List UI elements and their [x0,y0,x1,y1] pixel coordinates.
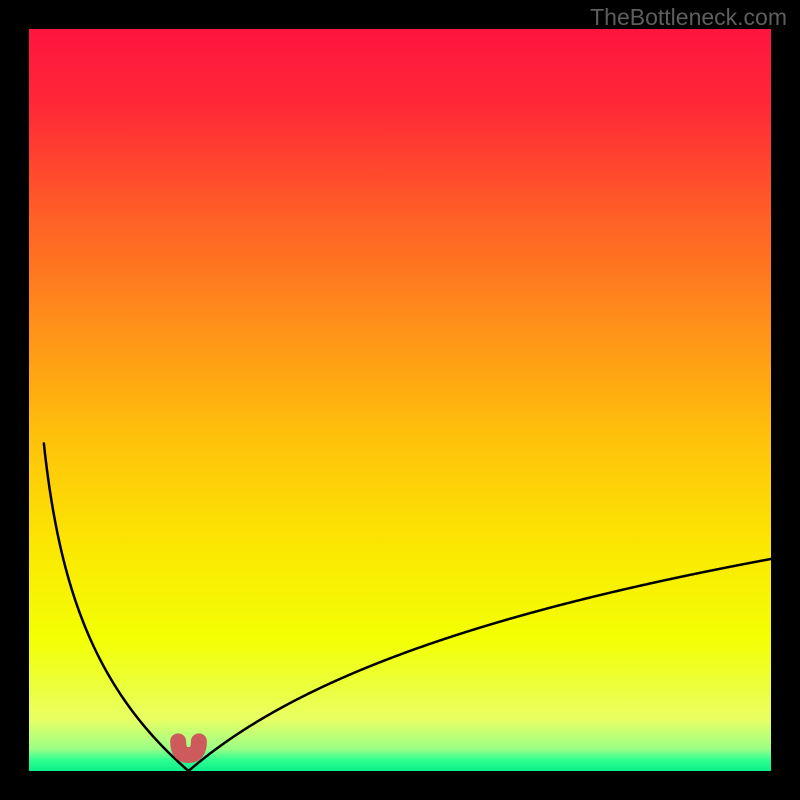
chart-background [29,29,771,771]
watermark-text: TheBottleneck.com [590,4,787,31]
bottleneck-chart [29,29,771,771]
